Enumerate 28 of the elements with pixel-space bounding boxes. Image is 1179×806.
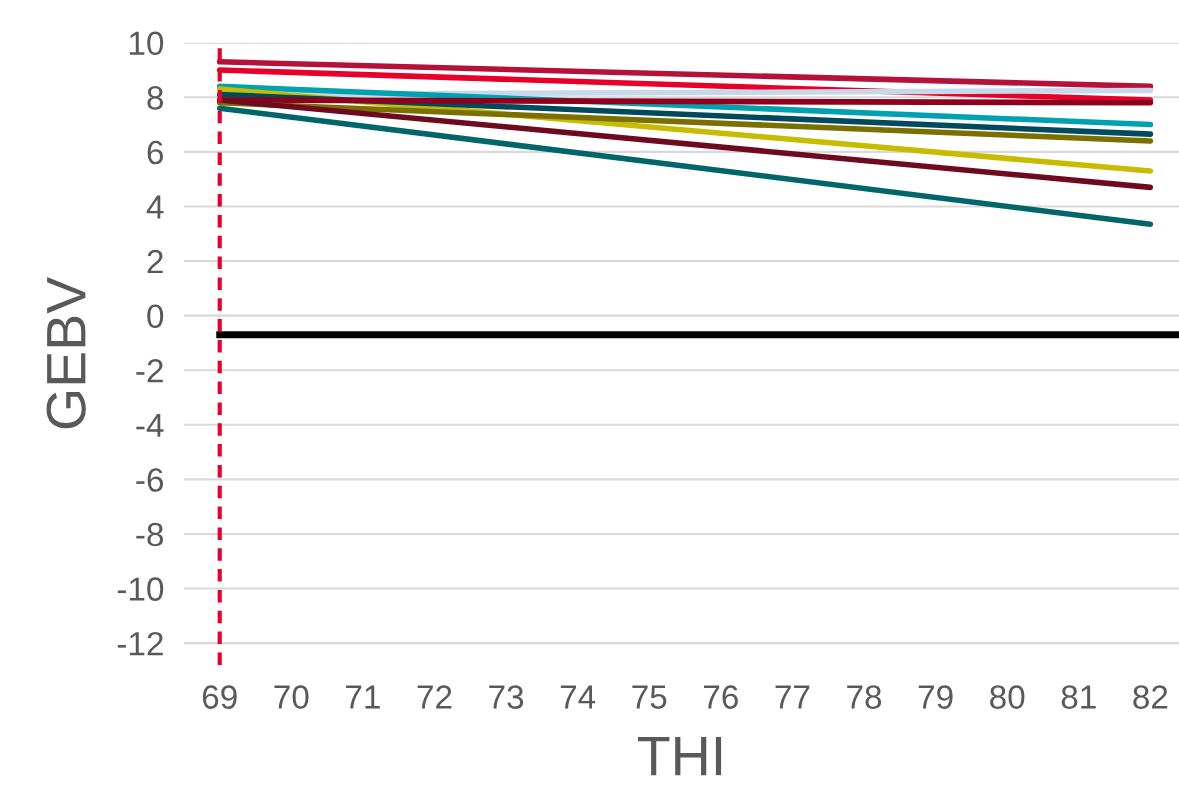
y-tick-label: 8 — [147, 86, 164, 110]
x-tick-label: 82 — [1133, 685, 1168, 709]
x-tick-label: 81 — [1061, 685, 1096, 709]
x-tick-label: 77 — [775, 685, 810, 709]
x-tick-label: 74 — [560, 685, 596, 709]
y-axis-title: GEBV — [46, 276, 86, 429]
x-tick-label: 69 — [202, 685, 237, 709]
y-tick-label: 10 — [129, 31, 164, 56]
y-tick-label: -12 — [117, 631, 163, 656]
x-tick-label: 72 — [417, 685, 452, 709]
x-tick-label: 80 — [990, 685, 1025, 709]
x-tick-label: 71 — [346, 685, 380, 709]
x-axis-title: THI — [637, 736, 722, 776]
x-tick-label: 70 — [274, 685, 309, 709]
y-tick-label: 2 — [147, 249, 163, 274]
x-tick-label: 73 — [489, 685, 524, 709]
x-tick-label: 78 — [847, 685, 882, 709]
y-tick-label: -8 — [136, 522, 164, 547]
y-tick-label: 0 — [147, 304, 164, 329]
x-tick-label: 79 — [918, 685, 953, 709]
y-tick-label: -4 — [136, 413, 164, 437]
y-tick-label: -2 — [136, 359, 163, 383]
x-tick-label: 76 — [704, 685, 738, 709]
y-tick-label: 6 — [147, 140, 164, 165]
x-tick-label: 75 — [632, 685, 667, 709]
y-tick-label: -10 — [117, 577, 164, 601]
y-tick-label: -6 — [136, 468, 164, 492]
y-tick-label: 4 — [146, 195, 164, 219]
